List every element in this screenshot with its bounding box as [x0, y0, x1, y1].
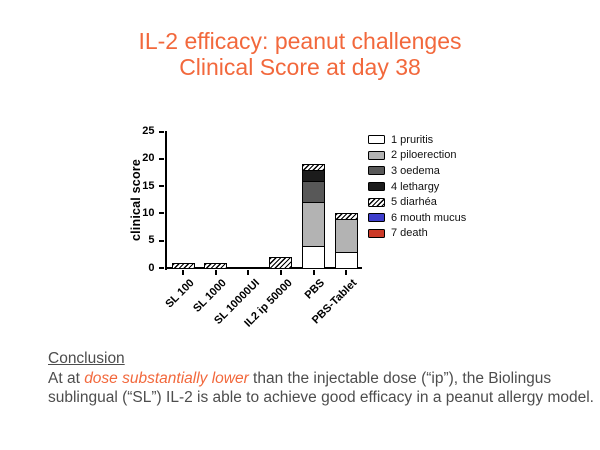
- legend-label: 1 pruritis: [391, 133, 434, 146]
- title-line-1: IL-2 efficacy: peanut challenges: [138, 28, 462, 54]
- x-axis-line: [164, 266, 362, 269]
- legend-label: 4 lethargy: [391, 180, 440, 193]
- bar-segment: [171, 262, 195, 269]
- x-tick-mark: [247, 269, 250, 275]
- legend-label: 6 mouth mucus: [391, 211, 467, 224]
- chart-legend: 1 pruritis 2 piloerection 3 oedema 4 lethar…: [368, 132, 466, 241]
- y-tick-mark: [158, 185, 164, 188]
- legend-swatch: [368, 166, 385, 176]
- y-tick-mark: [158, 267, 164, 269]
- bar-segment: [302, 180, 326, 204]
- legend-label: 7 death: [391, 227, 428, 240]
- x-tick-mark: [182, 269, 184, 275]
- bar-segment: [302, 169, 326, 182]
- y-tick-mark: [158, 212, 164, 215]
- y-tick-label: 0: [148, 261, 155, 274]
- y-tick-mark: [158, 239, 164, 242]
- conclusion-heading: Conclusion: [48, 350, 125, 367]
- legend-item: 4 lethargy: [368, 179, 466, 195]
- y-tick-label: 20: [142, 152, 155, 165]
- conclusion-highlight: dose substantially lower: [84, 369, 249, 387]
- conclusion-text-before: At at: [48, 369, 85, 387]
- legend-item: 3 oedema: [368, 163, 466, 179]
- legend-swatch: [368, 182, 385, 192]
- y-tick-label: 5: [148, 234, 155, 247]
- conclusion-block: Conclusion At at dose substantially lowe…: [48, 349, 596, 408]
- bar-segment: [302, 202, 326, 248]
- x-tick-mark: [214, 269, 217, 275]
- bar-segment: [269, 257, 293, 269]
- x-axis-label: PBS: [302, 277, 328, 302]
- bar-segment: [302, 246, 326, 269]
- legend-swatch: [368, 135, 385, 145]
- bar-segment: [334, 251, 358, 269]
- legend-item: 6 mouth mucus: [368, 210, 466, 226]
- legend-item: 1 pruritis: [368, 132, 466, 148]
- legend-label: 5 diarhéa: [391, 196, 437, 209]
- x-tick-mark: [345, 269, 348, 275]
- legend-label: 3 oedema: [391, 164, 440, 177]
- legend-swatch: [368, 197, 385, 207]
- legend-label: 2 piloerection: [391, 149, 457, 162]
- y-tick-mark: [158, 130, 164, 133]
- y-tick-label: 25: [142, 125, 155, 137]
- legend-item: 2 piloerection: [368, 148, 466, 164]
- bar-segment: [334, 218, 358, 253]
- y-tick-mark: [158, 157, 164, 160]
- legend-item: 7 death: [368, 226, 466, 242]
- title-line-2: Clinical Score at day 38: [179, 54, 421, 80]
- conclusion-text: At at dose substantially lower than the …: [48, 369, 596, 408]
- bar-segment: [334, 213, 358, 220]
- legend-swatch: [368, 213, 385, 223]
- legend-item: 5 diarhéa: [368, 194, 466, 210]
- y-axis-line: [164, 130, 167, 270]
- bar-segment: [204, 262, 228, 269]
- bar-segment: [302, 164, 326, 171]
- slide-title: IL-2 efficacy: peanut challenges Clinica…: [0, 28, 600, 80]
- legend-swatch: [368, 150, 385, 160]
- y-tick-label: 15: [142, 179, 155, 192]
- x-tick-mark: [279, 269, 282, 275]
- y-tick-label: 10: [142, 206, 155, 219]
- conclusion-text-after: than the injectable dose (“ip”), the Bio…: [48, 369, 594, 407]
- legend-swatch: [368, 228, 385, 238]
- x-tick-mark: [312, 269, 315, 275]
